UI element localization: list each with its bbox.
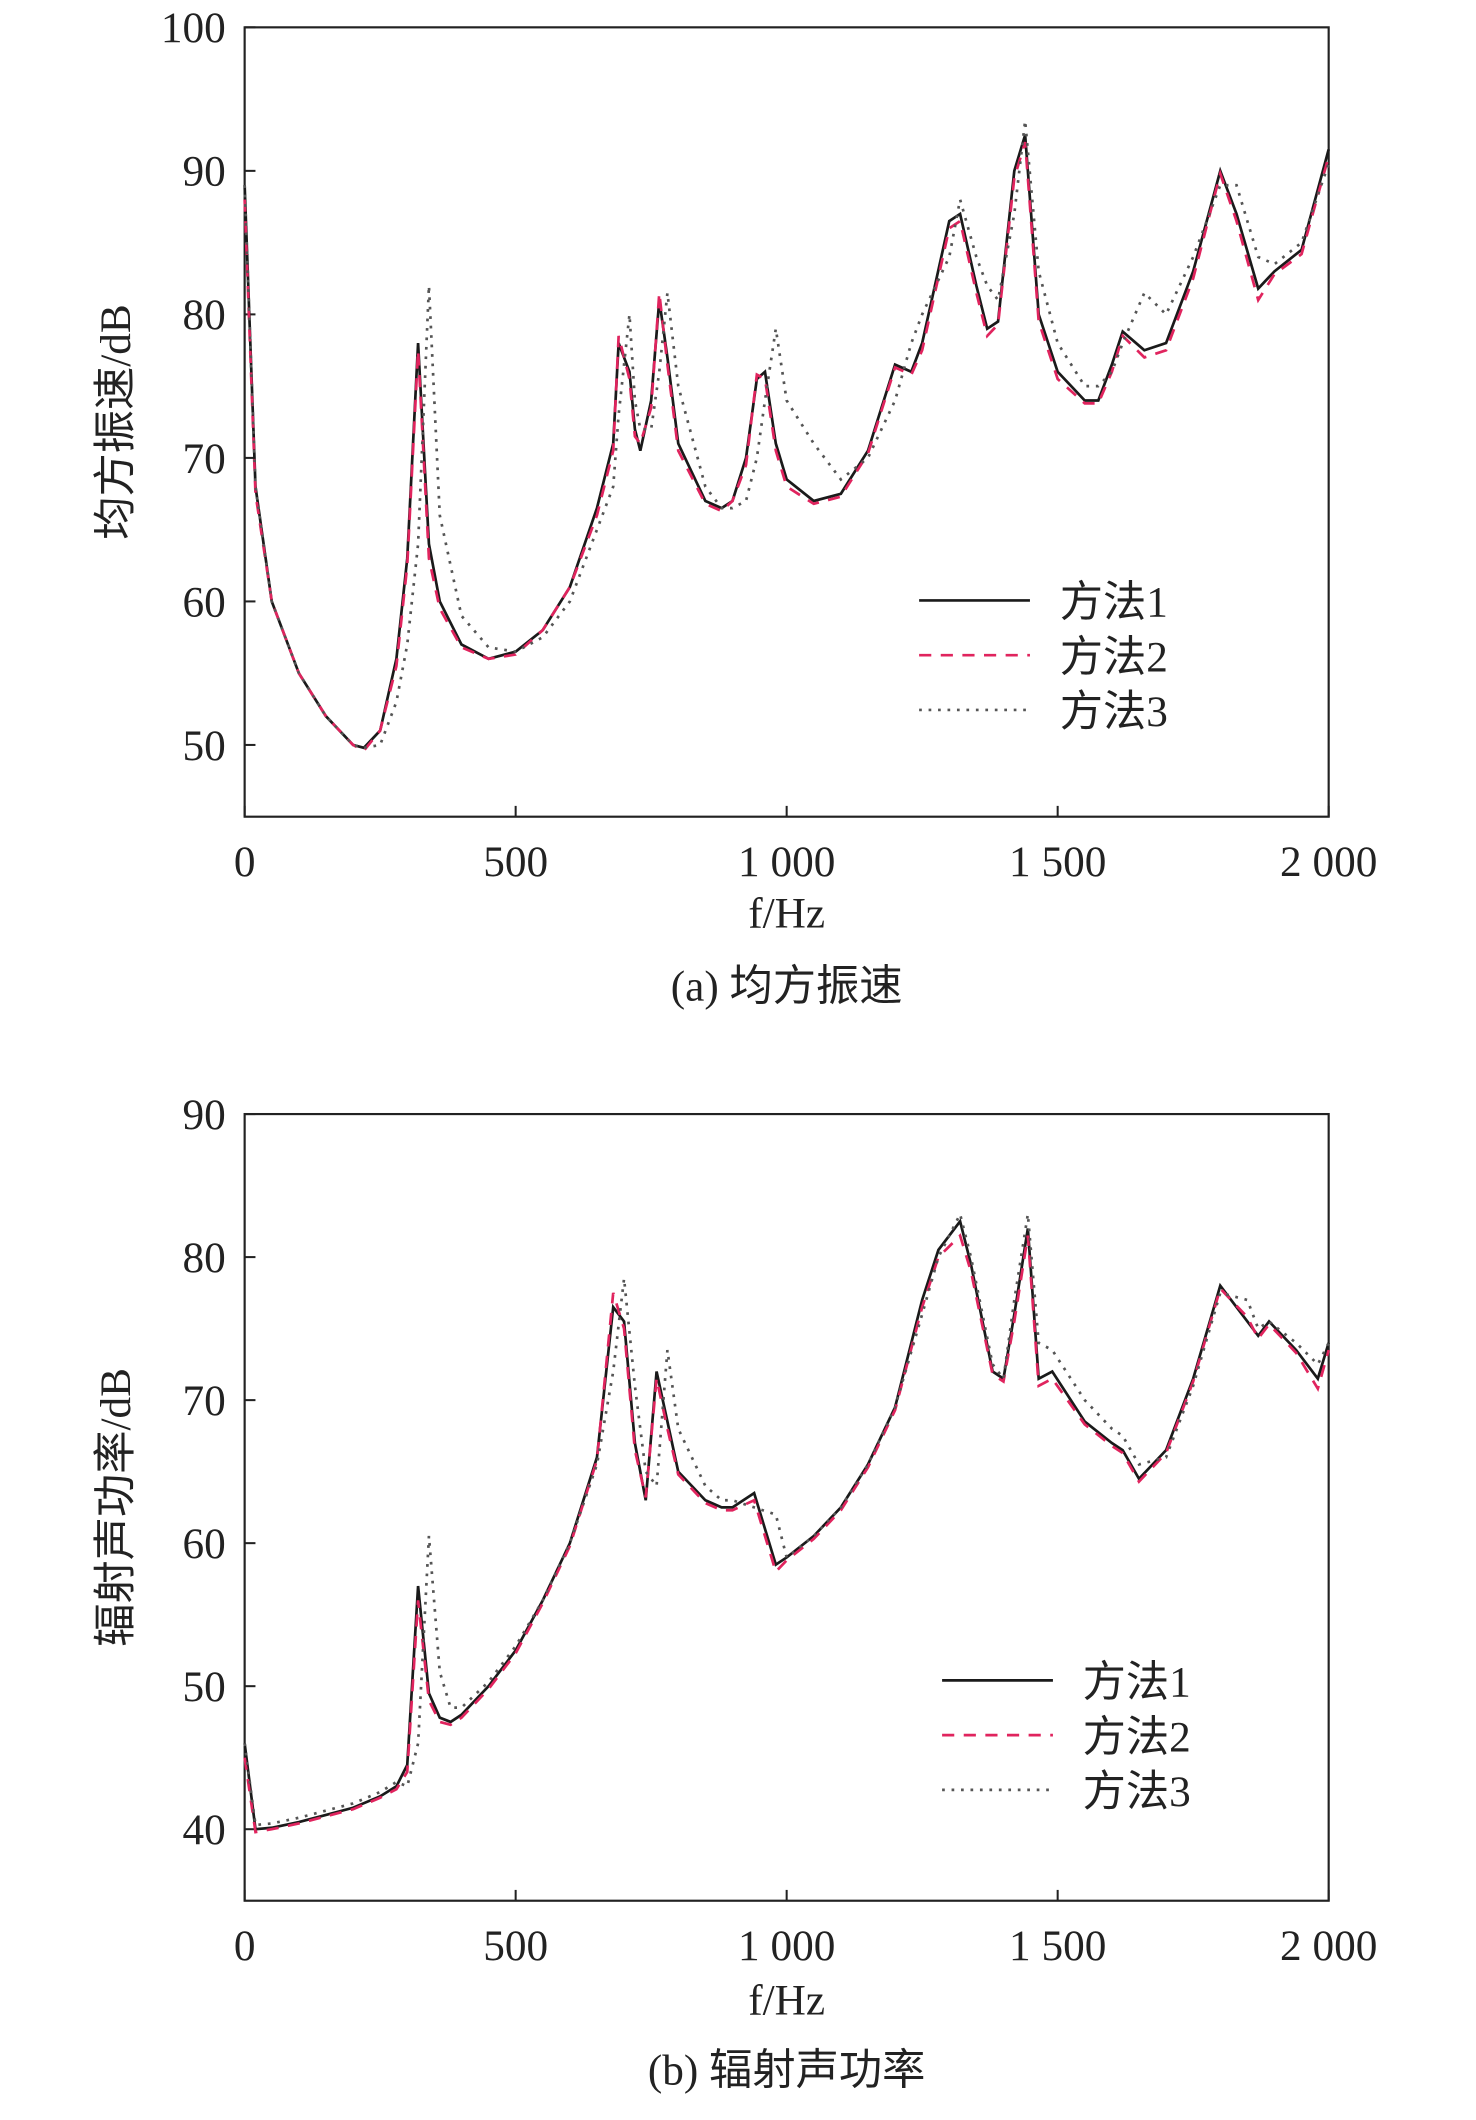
series-line <box>243 1233 1330 1834</box>
x-tick-label: 500 <box>483 838 548 886</box>
x-tick-label: 500 <box>483 1922 548 1970</box>
x-tick-label: 0 <box>234 1922 256 1970</box>
series-line <box>243 1210 1330 1827</box>
x-tick-label: 2 000 <box>1280 1922 1377 1970</box>
y-tick-label: 40 <box>182 1806 225 1854</box>
legend-label: 方法1 <box>1083 1659 1191 1707</box>
y-tick-label: 90 <box>182 1091 225 1139</box>
caption: (b) 辐射声功率 <box>648 2047 926 2095</box>
x-tick-label: 1 500 <box>1009 838 1106 886</box>
x-tick-label: 0 <box>234 838 256 886</box>
y-axis-label: 辐射声功率/dB <box>92 1368 140 1647</box>
legend-label: 方法3 <box>1083 1768 1191 1816</box>
legend-label: 方法3 <box>1060 688 1168 736</box>
caption: (a) 均方振速 <box>671 963 903 1011</box>
y-tick-label: 60 <box>182 1520 225 1568</box>
legend-label: 方法2 <box>1060 633 1168 681</box>
y-tick-label: 60 <box>182 578 225 626</box>
y-tick-label: 90 <box>182 148 225 196</box>
y-tick-label: 100 <box>161 4 226 52</box>
x-tick-label: 1 500 <box>1009 1922 1106 1970</box>
y-tick-label: 70 <box>182 1377 225 1425</box>
x-tick-label: 1 000 <box>738 838 835 886</box>
x-tick-label: 1 000 <box>738 1922 835 1970</box>
x-axis-label: f/Hz <box>748 1976 825 2024</box>
series-line <box>243 120 1330 750</box>
y-tick-label: 50 <box>182 1663 225 1711</box>
legend-label: 方法1 <box>1060 579 1168 627</box>
y-tick-label: 80 <box>182 291 225 339</box>
series-line <box>243 141 1330 753</box>
legend-label: 方法2 <box>1083 1713 1191 1761</box>
y-tick-label: 70 <box>182 435 225 483</box>
x-axis-label: f/Hz <box>748 890 825 938</box>
series-line <box>243 1218 1330 1831</box>
y-tick-label: 80 <box>182 1234 225 1282</box>
y-tick-label: 50 <box>182 722 225 770</box>
x-tick-label: 2 000 <box>1280 838 1377 886</box>
y-axis-label: 均方振速/dB <box>92 304 140 539</box>
